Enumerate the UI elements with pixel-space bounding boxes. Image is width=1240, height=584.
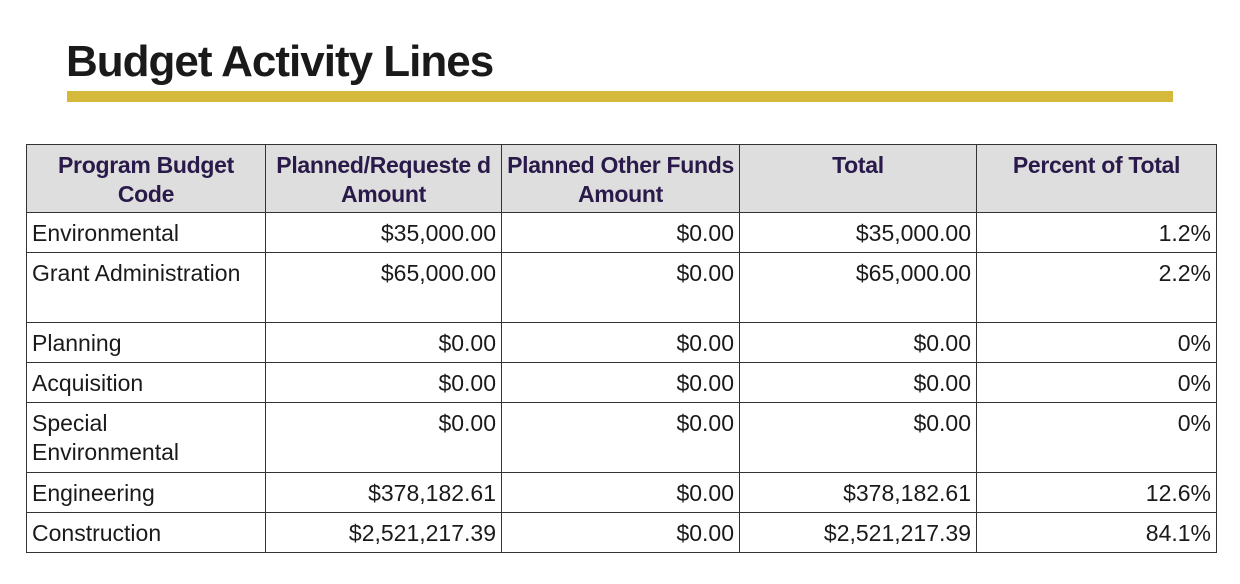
total-cell: $35,000.00 bbox=[739, 212, 977, 253]
program-budget-code-cell: Grant Administration bbox=[26, 252, 266, 323]
column-header-planned-other-funds-amount: Planned Other Funds Amount bbox=[501, 144, 740, 213]
program-budget-code-cell: Acquisition bbox=[26, 362, 266, 403]
planned-other-funds-cell: $0.00 bbox=[501, 212, 740, 253]
planned-requested-amount-cell: $0.00 bbox=[265, 402, 502, 473]
table-row: Special Environmental $0.00 $0.00 $0.00 … bbox=[26, 402, 1217, 473]
planned-requested-amount-cell: $378,182.61 bbox=[265, 472, 502, 513]
column-header-percent-of-total: Percent of Total bbox=[976, 144, 1217, 213]
program-budget-code-cell: Construction bbox=[26, 512, 266, 553]
planned-other-funds-cell: $0.00 bbox=[501, 512, 740, 553]
table-header-row: Program Budget Code Planned/Requeste d A… bbox=[26, 144, 1217, 213]
planned-other-funds-cell: $0.00 bbox=[501, 362, 740, 403]
percent-of-total-cell: 84.1% bbox=[976, 512, 1217, 553]
planned-other-funds-cell: $0.00 bbox=[501, 322, 740, 363]
column-header-program-budget-code: Program Budget Code bbox=[26, 144, 266, 213]
title-underline bbox=[67, 91, 1173, 102]
table-row: Construction $2,521,217.39 $0.00 $2,521,… bbox=[26, 512, 1217, 553]
column-header-total: Total bbox=[739, 144, 977, 213]
planned-other-funds-cell: $0.00 bbox=[501, 402, 740, 473]
percent-of-total-cell: 12.6% bbox=[976, 472, 1217, 513]
percent-of-total-cell: 1.2% bbox=[976, 212, 1217, 253]
table-row: Engineering $378,182.61 $0.00 $378,182.6… bbox=[26, 472, 1217, 513]
percent-of-total-cell: 0% bbox=[976, 362, 1217, 403]
table-row: Planning $0.00 $0.00 $0.00 0% bbox=[26, 322, 1217, 363]
total-cell: $2,521,217.39 bbox=[739, 512, 977, 553]
program-budget-code-cell: Engineering bbox=[26, 472, 266, 513]
total-cell: $378,182.61 bbox=[739, 472, 977, 513]
percent-of-total-cell: 0% bbox=[976, 322, 1217, 363]
total-cell: $0.00 bbox=[739, 322, 977, 363]
planned-other-funds-cell: $0.00 bbox=[501, 472, 740, 513]
page-title: Budget Activity Lines bbox=[66, 37, 494, 86]
total-cell: $0.00 bbox=[739, 402, 977, 473]
total-cell: $65,000.00 bbox=[739, 252, 977, 323]
planned-requested-amount-cell: $0.00 bbox=[265, 322, 502, 363]
table-row: Acquisition $0.00 $0.00 $0.00 0% bbox=[26, 362, 1217, 403]
table-row: Grant Administration $65,000.00 $0.00 $6… bbox=[26, 252, 1217, 323]
planned-requested-amount-cell: $2,521,217.39 bbox=[265, 512, 502, 553]
planned-requested-amount-cell: $65,000.00 bbox=[265, 252, 502, 323]
planned-other-funds-cell: $0.00 bbox=[501, 252, 740, 323]
table-row: Environmental $35,000.00 $0.00 $35,000.0… bbox=[26, 212, 1217, 253]
percent-of-total-cell: 0% bbox=[976, 402, 1217, 473]
planned-requested-amount-cell: $35,000.00 bbox=[265, 212, 502, 253]
percent-of-total-cell: 2.2% bbox=[976, 252, 1217, 323]
column-header-planned-requested-amount: Planned/Requeste d Amount bbox=[265, 144, 502, 213]
total-cell: $0.00 bbox=[739, 362, 977, 403]
program-budget-code-cell: Environmental bbox=[26, 212, 266, 253]
budget-activity-table: Program Budget Code Planned/Requeste d A… bbox=[26, 144, 1217, 553]
program-budget-code-cell: Planning bbox=[26, 322, 266, 363]
planned-requested-amount-cell: $0.00 bbox=[265, 362, 502, 403]
program-budget-code-cell: Special Environmental bbox=[26, 402, 266, 473]
